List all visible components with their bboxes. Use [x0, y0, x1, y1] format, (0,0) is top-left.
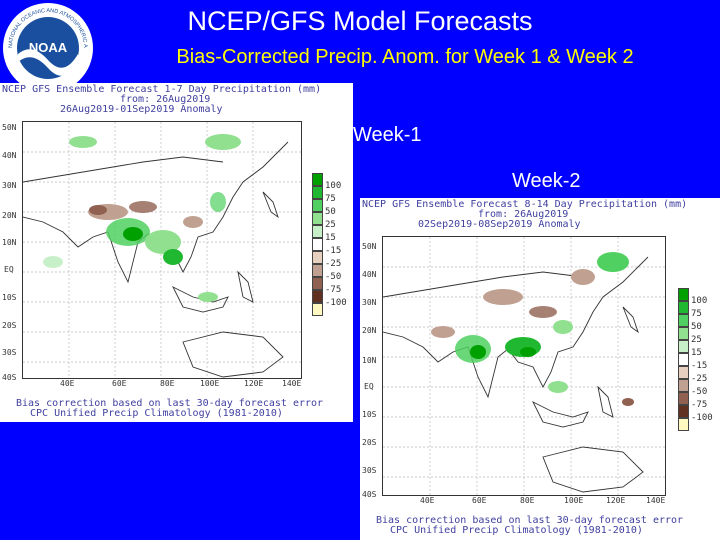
panel1-header-line2: from: 26Aug2019: [120, 94, 211, 105]
legend-label: 25: [691, 335, 702, 345]
panel1-lon-label: 120E: [244, 379, 264, 388]
panel1-footer-line1: Bias correction based on last 30-day for…: [16, 398, 324, 409]
legend-swatch: [678, 353, 689, 366]
week1-map: [22, 121, 302, 379]
legend-swatch: [312, 277, 323, 290]
week1-map-panel: NCEP GFS Ensemble Forecast 1-7 Day Preci…: [0, 83, 353, 422]
panel1-lon-label: 80E: [160, 379, 175, 388]
panel2-lon-label: 80E: [520, 496, 535, 505]
panel2-lat-label: 40N: [362, 270, 377, 279]
week1-map-graphic: [23, 122, 301, 378]
legend-label: -100: [691, 413, 713, 423]
legend-label: -50: [325, 272, 342, 282]
legend-label: 15: [691, 348, 702, 358]
panel1-lon-label: 40E: [60, 379, 75, 388]
legend-swatch: [678, 288, 689, 301]
legend-label: 15: [325, 233, 336, 243]
legend-label: 50: [691, 322, 702, 332]
panel2-lon-label: 60E: [472, 496, 487, 505]
legend-label: -25: [325, 259, 342, 269]
legend-swatch: [312, 290, 323, 303]
panel2-lat-label: 10S: [362, 410, 377, 419]
legend-swatch: [678, 314, 689, 327]
legend-swatch: [678, 340, 689, 353]
legend-swatch: [312, 225, 323, 238]
legend-swatch: [678, 327, 689, 340]
panel2-lat-label: EQ: [364, 382, 374, 391]
panel2-lat-label: 10N: [362, 356, 377, 365]
legend-swatch: [312, 199, 323, 212]
legend-label: -15: [325, 246, 342, 256]
panel2-lat-label: 20N: [362, 326, 377, 335]
legend-swatch: [678, 405, 689, 418]
legend-label: 100: [691, 296, 708, 306]
week1-color-legend: 100 75 50 25 15 -15 -25 -50 -75 -100: [312, 173, 347, 316]
panel2-lat-label: 40S: [362, 490, 377, 499]
legend-swatch: [312, 173, 323, 186]
legend-swatch: [678, 392, 689, 405]
page-title: NCEP/GFS Model Forecasts: [187, 6, 533, 36]
legend-label: 25: [325, 220, 336, 230]
panel2-header-line3: 02Sep2019-08Sep2019 Anomaly: [418, 219, 581, 230]
legend-label: -50: [691, 387, 708, 397]
legend-label: 75: [325, 194, 336, 204]
week2-color-legend: 100 75 50 25 15 -15 -25 -50 -75 -100: [678, 288, 713, 431]
legend-label: 100: [325, 181, 342, 191]
panel1-lat-label: 20N: [2, 211, 17, 220]
legend-swatch: [678, 366, 689, 379]
legend-label: -75: [691, 400, 708, 410]
panel2-lat-label: 50N: [362, 242, 377, 251]
legend-swatch: [678, 379, 689, 392]
panel1-lat-label: 50N: [2, 123, 17, 132]
week2-label: Week-2: [512, 170, 581, 192]
week2-map: [382, 236, 666, 496]
panel1-lat-label: 40S: [2, 373, 17, 382]
panel1-lat-label: 30S: [2, 348, 17, 357]
logo-abbrev: NOAA: [29, 40, 68, 55]
legend-swatch: [678, 418, 689, 431]
panel2-header-line2: from: 26Aug2019: [478, 209, 569, 220]
legend-swatch: [312, 238, 323, 251]
legend-label: -100: [325, 298, 347, 308]
panel1-lon-label: 60E: [112, 379, 127, 388]
panel1-lat-label: 20S: [2, 321, 17, 330]
panel2-footer-line2: CPC Unified Precip Climatology (1981-201…: [390, 525, 643, 536]
panel1-lon-label: 100E: [200, 379, 220, 388]
legend-label: -25: [691, 374, 708, 384]
page-subtitle: Bias-Corrected Precip. Anom. for Week 1 …: [176, 46, 634, 68]
legend-label: 75: [691, 309, 702, 319]
week1-label: Week-1: [353, 124, 422, 146]
legend-label: -75: [325, 285, 342, 295]
panel1-lat-label: 30N: [2, 181, 17, 190]
panel2-footer-line1: Bias correction based on last 30-day for…: [376, 515, 684, 526]
legend-swatch: [678, 301, 689, 314]
legend-swatch: [312, 303, 323, 316]
panel1-footer-line2: CPC Unified Precip Climatology (1981-201…: [30, 408, 283, 419]
panel1-lat-label: 40N: [2, 151, 17, 160]
panel2-lat-label: 30N: [362, 298, 377, 307]
legend-label: 50: [325, 207, 336, 217]
panel2-header-line1: NCEP GFS Ensemble Forecast 8-14 Day Prec…: [362, 199, 688, 210]
panel1-lat-label: EQ: [4, 265, 14, 274]
week2-map-panel: NCEP GFS Ensemble Forecast 8-14 Day Prec…: [360, 198, 720, 540]
panel2-lon-label: 40E: [420, 496, 435, 505]
panel2-lat-label: 20S: [362, 438, 377, 447]
panel1-header-line3: 26Aug2019-01Sep2019 Anomaly: [60, 104, 223, 115]
legend-swatch: [312, 186, 323, 199]
panel2-lat-label: 30S: [362, 466, 377, 475]
panel1-lat-label: 10S: [2, 293, 17, 302]
week2-map-graphic: [383, 237, 665, 495]
legend-label: -15: [691, 361, 708, 371]
panel2-lon-label: 100E: [564, 496, 584, 505]
panel1-lon-label: 140E: [282, 379, 302, 388]
panel1-header-line1: NCEP GFS Ensemble Forecast 1-7 Day Preci…: [2, 84, 322, 95]
panel1-lat-label: 10N: [2, 238, 17, 247]
panel2-lon-label: 140E: [646, 496, 666, 505]
panel2-lon-label: 120E: [606, 496, 626, 505]
legend-swatch: [312, 264, 323, 277]
legend-swatch: [312, 251, 323, 264]
noaa-logo: NOAA NATIONAL OCEANIC AND ATMOSPHERIC AD…: [2, 2, 93, 93]
legend-swatch: [312, 212, 323, 225]
